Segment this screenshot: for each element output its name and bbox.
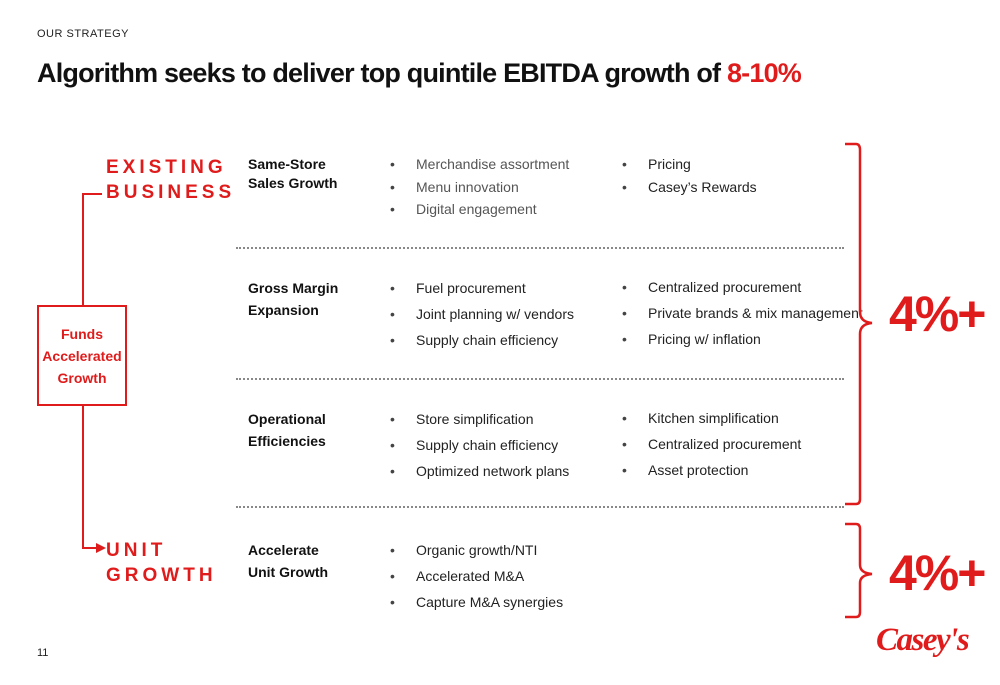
list-item: Digital engagement	[390, 198, 569, 221]
list-item: Asset protection	[622, 457, 801, 483]
row-divider	[236, 506, 844, 508]
list-item: Pricing w/ inflation	[622, 326, 863, 352]
accelerate-list: Organic growth/NTI Accelerated M&A Captu…	[390, 537, 563, 615]
list-item: Centralized procurement	[622, 274, 863, 300]
row-title-line2: Unit Growth	[248, 564, 329, 580]
row-divider	[236, 378, 844, 380]
list-item: Supply chain efficiency	[390, 432, 569, 458]
row-title-accelerate: Accelerate Unit Growth	[248, 539, 328, 583]
page-title: Algorithm seeks to deliver top quintile …	[37, 58, 802, 89]
same-store-list-2: Pricing Casey’s Rewards	[622, 153, 757, 198]
list-item: Fuel procurement	[390, 275, 574, 301]
row-title-line1: Gross Margin	[248, 280, 339, 296]
row-title-line1: Operational	[248, 411, 326, 427]
page-number: 11	[37, 647, 49, 659]
connector-top-horizontal	[82, 193, 102, 195]
existing-growth-pct: 4%+	[889, 286, 986, 342]
connector-bottom-horizontal	[82, 547, 98, 549]
eyebrow-label: OUR STRATEGY	[37, 28, 129, 40]
brace-existing-icon	[845, 142, 873, 506]
row-title-line2: Sales Growth	[248, 175, 338, 191]
list-item: Centralized procurement	[622, 431, 801, 457]
existing-business-line1: EXISTING	[106, 157, 227, 178]
list-item: Capture M&A synergies	[390, 589, 563, 615]
unit-growth-line2: GROWTH	[106, 565, 217, 586]
list-item: Kitchen simplification	[622, 405, 801, 431]
list-item: Joint planning w/ vendors	[390, 301, 574, 327]
list-item: Store simplification	[390, 406, 569, 432]
gross-margin-list-1: Fuel procurement Joint planning w/ vendo…	[390, 275, 574, 353]
row-title-gross-margin: Gross Margin Expansion	[248, 277, 338, 321]
funds-line1: Funds	[61, 325, 103, 342]
row-title-line1: Same-Store	[248, 156, 326, 172]
row-title-line1: Accelerate	[248, 542, 319, 558]
funds-line2: Accelerated	[42, 347, 122, 364]
row-title-operational: Operational Efficiencies	[248, 408, 326, 452]
existing-business-label: EXISTING BUSINESS	[106, 155, 235, 205]
title-highlight: 8-10%	[726, 58, 802, 88]
brace-unit-icon	[845, 522, 873, 619]
list-item: Private brands & mix management	[622, 300, 863, 326]
gross-margin-list-2: Centralized procurement Private brands &…	[622, 274, 863, 352]
connector-top-vertical	[82, 193, 84, 306]
title-text: Algorithm seeks to deliver top quintile …	[37, 58, 727, 88]
funds-accelerated-growth-box: Funds Accelerated Growth	[37, 305, 127, 406]
list-item: Organic growth/NTI	[390, 537, 563, 563]
connector-bottom-vertical	[82, 405, 84, 549]
unit-growth-line1: UNIT	[106, 540, 167, 561]
operational-list-2: Kitchen simplification Centralized procu…	[622, 405, 801, 483]
existing-business-line2: BUSINESS	[106, 182, 236, 203]
row-title-line2: Expansion	[248, 302, 319, 318]
list-item: Supply chain efficiency	[390, 327, 574, 353]
arrow-icon	[96, 543, 106, 553]
funds-line3: Growth	[57, 369, 107, 386]
same-store-list-1: Merchandise assortment Menu innovation D…	[390, 153, 569, 221]
list-item: Pricing	[622, 153, 757, 176]
operational-list-1: Store simplification Supply chain effici…	[390, 406, 569, 484]
unit-growth-pct: 4%+	[889, 545, 986, 601]
list-item: Merchandise assortment	[390, 153, 569, 176]
unit-growth-label: UNIT GROWTH	[106, 538, 217, 588]
row-title-line2: Efficiencies	[248, 433, 326, 449]
list-item: Menu innovation	[390, 176, 569, 199]
list-item: Accelerated M&A	[390, 563, 563, 589]
list-item: Optimized network plans	[390, 458, 569, 484]
row-title-same-store: Same-Store Sales Growth	[248, 155, 337, 193]
caseys-logo: Casey's	[876, 622, 970, 658]
list-item: Casey’s Rewards	[622, 176, 757, 199]
row-divider	[236, 247, 844, 249]
